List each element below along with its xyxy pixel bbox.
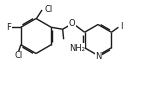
Text: NH₂: NH₂	[69, 44, 85, 53]
Text: N: N	[95, 52, 101, 61]
Text: Cl: Cl	[44, 5, 53, 14]
Text: I: I	[120, 22, 123, 31]
Text: NH₂: NH₂	[69, 44, 85, 53]
Text: N: N	[95, 52, 101, 61]
Text: Cl: Cl	[44, 5, 53, 14]
Text: Cl: Cl	[14, 51, 23, 60]
Text: O: O	[69, 19, 76, 28]
Text: O: O	[69, 19, 76, 28]
Text: F: F	[7, 23, 11, 32]
Text: F: F	[7, 23, 11, 32]
Text: I: I	[120, 22, 123, 31]
Text: Cl: Cl	[14, 51, 23, 60]
